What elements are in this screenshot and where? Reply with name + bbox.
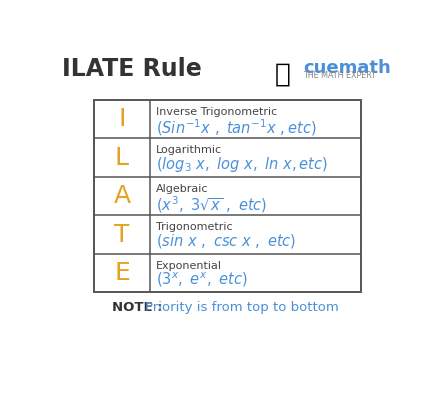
Text: $(log_3\ x,\ log\ x,\ ln\ x,etc)$: $(log_3\ x,\ log\ x,\ ln\ x,etc)$ [156,155,328,174]
Text: Algebraic: Algebraic [156,184,209,194]
Text: E: E [114,261,130,285]
Text: Trigonometric: Trigonometric [156,222,233,232]
Text: Exponential: Exponential [156,261,222,271]
Text: $(3^x,\ e^x,\ etc)$: $(3^x,\ e^x,\ etc)$ [156,271,248,289]
Text: T: T [114,223,129,247]
Text: NOTE :: NOTE : [112,301,167,314]
Text: $(sin\ x\ ,\ csc\ x\ ,\ etc)$: $(sin\ x\ ,\ csc\ x\ ,\ etc)$ [156,232,296,250]
Text: Priority is from top to bottom: Priority is from top to bottom [145,301,339,314]
Text: A: A [114,184,131,208]
Bar [94,100,362,292]
Text: Inverse Trigonometric: Inverse Trigonometric [156,107,277,117]
Text: $(x^3,\ 3\sqrt{x}\ ,\ etc)$: $(x^3,\ 3\sqrt{x}\ ,\ etc)$ [156,194,267,215]
Text: THE MATH EXPERT: THE MATH EXPERT [303,71,376,80]
Text: I: I [118,107,126,131]
Text: cuemath: cuemath [303,59,391,77]
Text: L: L [115,146,129,169]
Text: Logarithmic: Logarithmic [156,145,222,155]
Text: ILATE Rule: ILATE Rule [61,57,201,81]
Text: 🚀: 🚀 [275,61,291,88]
Text: $(Sin^{-1}x\ ,\ tan^{-1}x\ ,etc)$: $(Sin^{-1}x\ ,\ tan^{-1}x\ ,etc)$ [156,117,316,137]
